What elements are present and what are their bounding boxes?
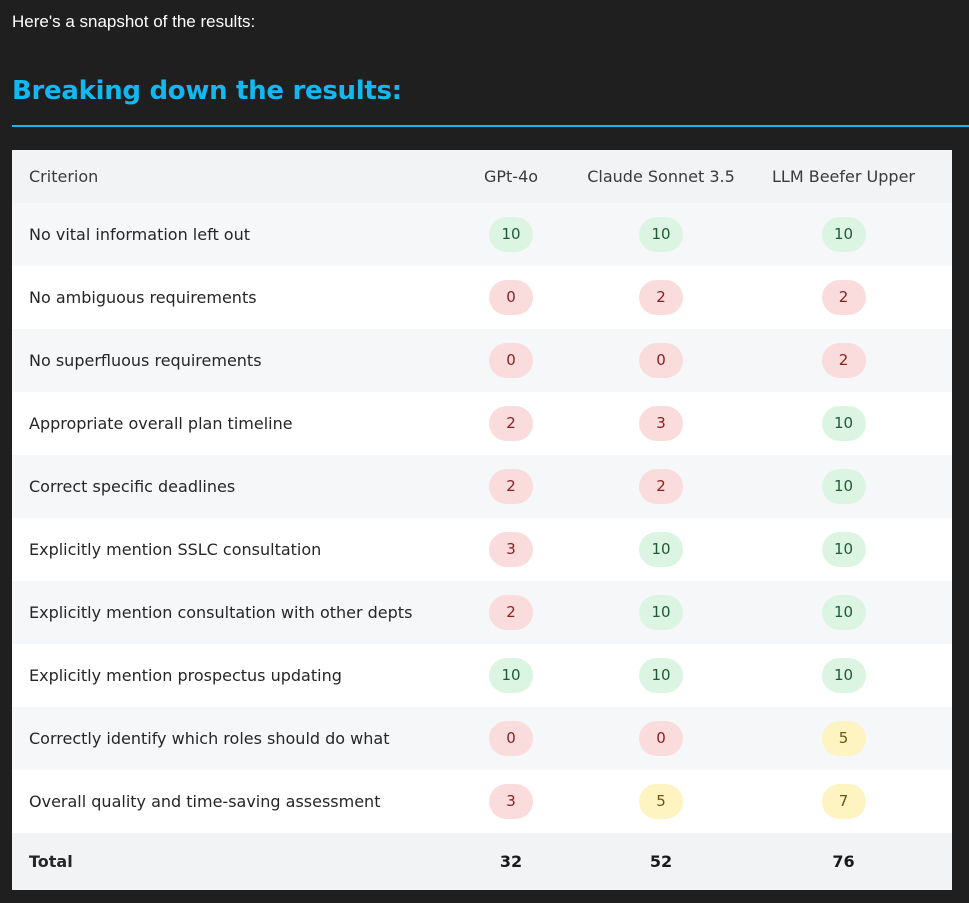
score-badge: 7 [821,784,866,819]
score-cell-claude-sonnet: 3 [587,392,735,455]
score-badge: 10 [821,406,866,441]
criterion-cell: Explicitly mention consultation with oth… [29,603,413,622]
score-cell-gpt-4o: 2 [435,455,587,518]
table-row: Correct specific deadlines 2 2 10 [12,455,952,518]
criterion-cell: Explicitly mention prospectus updating [29,666,342,685]
table-row: Correctly identify which roles should do… [12,707,952,770]
score-badge: 10 [639,595,683,630]
header-llm-beefer-upper: LLM Beefer Upper [772,167,915,186]
table-body: No vital information left out 10 10 10 No am… [12,203,952,833]
score-badge: 10 [639,217,683,252]
score-cell-llm-beefer-upper: 10 [735,203,952,266]
score-badge: 5 [821,721,866,756]
total-gpt-4o: 32 [499,852,523,871]
score-cell-claude-sonnet: 10 [587,518,735,581]
score-badge: 3 [489,532,533,567]
score-badge: 10 [489,217,533,252]
score-cell-llm-beefer-upper: 7 [735,770,952,833]
score-badge: 0 [639,721,683,756]
score-badge: 10 [639,532,683,567]
score-cell-claude-sonnet: 10 [587,644,735,707]
table-row: Appropriate overall plan timeline 2 3 10 [12,392,952,455]
score-badge: 5 [639,784,683,819]
heading-underline [12,125,969,127]
score-badge: 0 [639,343,683,378]
section-heading: Breaking down the results: [12,76,402,106]
criterion-cell: No superfluous requirements [29,351,262,370]
score-cell-claude-sonnet: 10 [587,581,735,644]
table-footer: Total 32 52 76 [12,833,952,890]
score-cell-gpt-4o: 3 [435,770,587,833]
criterion-cell: Correct specific deadlines [29,477,236,496]
table-row: Explicitly mention prospectus updating 10… [12,644,952,707]
score-cell-claude-sonnet: 0 [587,707,735,770]
score-cell-claude-sonnet: 2 [587,455,735,518]
score-badge: 10 [821,595,866,630]
score-badge: 2 [821,343,866,378]
header-gpt-4o: GPt-4o [483,167,539,186]
score-badge: 0 [489,721,533,756]
table-row: Explicitly mention SSLC consultation 3 10 1… [12,518,952,581]
score-cell-gpt-4o: 0 [435,329,587,392]
score-cell-gpt-4o: 2 [435,581,587,644]
score-badge: 2 [639,469,683,504]
score-badge: 2 [821,280,866,315]
criterion-cell: Appropriate overall plan timeline [29,414,293,433]
score-cell-llm-beefer-upper: 10 [735,392,952,455]
results-table: Criterion GPt-4o Claude Sonnet 3.5 LLM B… [12,150,952,890]
criterion-cell: No ambiguous requirements [29,288,257,307]
table-row: No ambiguous requirements 0 2 2 [12,266,952,329]
score-cell-claude-sonnet: 5 [587,770,735,833]
score-cell-claude-sonnet: 0 [587,329,735,392]
score-cell-llm-beefer-upper: 2 [735,329,952,392]
score-badge: 0 [489,280,533,315]
score-cell-llm-beefer-upper: 10 [735,455,952,518]
criterion-cell: Explicitly mention SSLC consultation [29,540,322,559]
score-badge: 3 [639,406,683,441]
score-cell-llm-beefer-upper: 10 [735,581,952,644]
criterion-cell: Overall quality and time-saving assessme… [29,792,381,811]
score-badge: 10 [821,217,866,252]
score-badge: 3 [489,784,533,819]
total-row: Total 32 52 76 [12,833,952,890]
header-criterion: Criterion [29,167,99,186]
total-label: Total [29,852,73,871]
score-badge: 10 [639,658,683,693]
score-cell-llm-beefer-upper: 2 [735,266,952,329]
score-cell-llm-beefer-upper: 10 [735,644,952,707]
score-cell-claude-sonnet: 2 [587,266,735,329]
score-badge: 2 [639,280,683,315]
intro-text: Here's a snapshot of the results: [12,12,256,31]
header-row: Criterion GPt-4o Claude Sonnet 3.5 LLM B… [12,150,952,203]
criterion-cell: Correctly identify which roles should do… [29,729,390,748]
score-cell-gpt-4o: 10 [435,203,587,266]
score-cell-llm-beefer-upper: 10 [735,518,952,581]
score-badge: 10 [489,658,533,693]
score-badge: 10 [821,469,866,504]
score-cell-gpt-4o: 3 [435,518,587,581]
score-cell-gpt-4o: 2 [435,392,587,455]
score-cell-claude-sonnet: 10 [587,203,735,266]
table-header: Criterion GPt-4o Claude Sonnet 3.5 LLM B… [12,150,952,203]
score-cell-gpt-4o: 0 [435,707,587,770]
table-row: Overall quality and time-saving assessme… [12,770,952,833]
criterion-cell: No vital information left out [29,225,250,244]
score-badge: 2 [489,469,533,504]
total-claude-sonnet: 52 [649,852,673,871]
score-cell-gpt-4o: 0 [435,266,587,329]
table-row: Explicitly mention consultation with oth… [12,581,952,644]
score-badge: 10 [821,658,866,693]
results-table-container: Criterion GPt-4o Claude Sonnet 3.5 LLM B… [12,150,952,890]
score-cell-gpt-4o: 10 [435,644,587,707]
score-badge: 2 [489,595,533,630]
score-badge: 0 [489,343,533,378]
table-row: No vital information left out 10 10 10 [12,203,952,266]
total-llm-beefer-upper: 76 [832,852,855,871]
score-badge: 2 [489,406,533,441]
table-row: No superfluous requirements 0 0 2 [12,329,952,392]
score-badge: 10 [821,532,866,567]
score-cell-llm-beefer-upper: 5 [735,707,952,770]
header-claude-sonnet: Claude Sonnet 3.5 [587,167,735,186]
